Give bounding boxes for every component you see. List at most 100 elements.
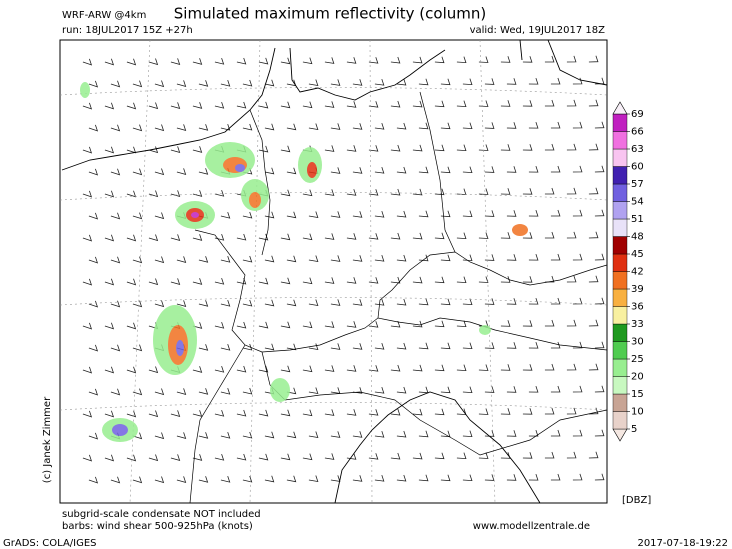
colorbar-label: 20 [631,372,644,383]
wind-barb [308,123,319,131]
wind-barb [506,474,517,481]
map-frame [59,39,608,504]
wind-barb [588,363,599,371]
wind-barb [110,344,121,352]
wind-barb [418,430,429,438]
wind-barb [478,144,489,151]
colorbar-label: 60 [631,162,644,173]
wind-barb [104,58,115,66]
wind-barb [440,342,451,350]
wind-barb [280,189,291,197]
wind-barb [220,475,231,483]
wind-barb [88,344,99,352]
wind-barb [550,165,561,173]
wind-barb [148,454,159,462]
wind-barb [82,146,93,154]
wind-barb [214,57,225,65]
wind-barb [104,234,115,242]
wind-barb [176,80,187,87]
wind-barb [368,233,379,240]
wind-barb [82,410,93,418]
colorbar-label: 54 [631,197,644,208]
wind-barb [484,254,495,261]
wind-barb [368,277,379,284]
wind-barb [434,100,445,108]
timestamp: 2017-07-18-19:22 [637,538,728,549]
wind-barb [324,189,335,196]
wind-barb [544,451,555,459]
wind-barb [154,256,165,264]
wind-barb [440,122,451,130]
wind-barb [126,278,137,286]
wind-barb [588,99,599,107]
wind-barb [368,101,379,108]
wind-barb [550,473,561,481]
wind-barb [88,388,99,396]
wind-barb [418,298,429,306]
wind-barb [88,168,99,176]
wind-barb [192,146,203,153]
wind-barb [374,78,385,86]
wind-barb [456,144,467,152]
wind-barb [456,100,467,108]
wind-barb [302,277,313,285]
wind-barb [566,319,577,327]
wind-barb [132,344,143,352]
wind-barb [352,299,363,306]
wind-barb [374,474,385,482]
wind-barb [374,342,385,350]
wind-barb [220,255,231,263]
wind-barb [484,474,495,481]
wind-barb [104,146,115,154]
wind-barb [506,386,517,393]
wind-barb [594,385,605,393]
wind-barb [396,430,407,438]
wind-barb [198,256,209,263]
wind-barb [110,80,121,88]
wind-barb [170,102,181,109]
wind-barb [544,231,555,239]
wind-barb [110,476,121,484]
wind-barb [478,408,489,415]
color-box [612,113,628,132]
wind-barb [462,254,473,262]
wind-barb [390,320,401,328]
wind-barb [544,319,555,327]
wind-barb [220,123,231,131]
wind-barb [572,121,583,129]
wind-barb [236,233,247,241]
wind-barb [88,476,99,484]
wind-barb [418,254,429,262]
wind-barb [462,122,473,130]
wind-barb [390,408,401,416]
wind-barb [396,298,407,306]
wind-barb [434,56,445,64]
wind-barb [572,385,583,393]
wind-barb [214,365,225,373]
wind-barb [346,321,357,328]
wind-barb [82,278,93,286]
colorbar-label: 48 [631,232,644,243]
wind-barb [324,321,335,328]
wind-barb [484,298,495,305]
wind-barb [324,57,335,64]
wind-barb [434,320,445,328]
wind-barb [258,409,269,417]
wind-barb [500,144,511,151]
wind-barb [390,188,401,196]
wind-barb [390,232,401,240]
wind-barb [132,168,143,176]
wind-barb [522,276,533,283]
wind-barb [566,187,577,195]
wind-barb [550,385,561,393]
wind-barb [412,276,423,284]
wind-barb [418,210,429,218]
coastline [61,39,608,171]
wind-barb [82,58,93,66]
wind-barb [528,209,539,217]
wind-barb [126,454,137,462]
wind-barb [594,121,605,129]
wind-barb [198,300,209,307]
wind-barb [506,298,517,305]
